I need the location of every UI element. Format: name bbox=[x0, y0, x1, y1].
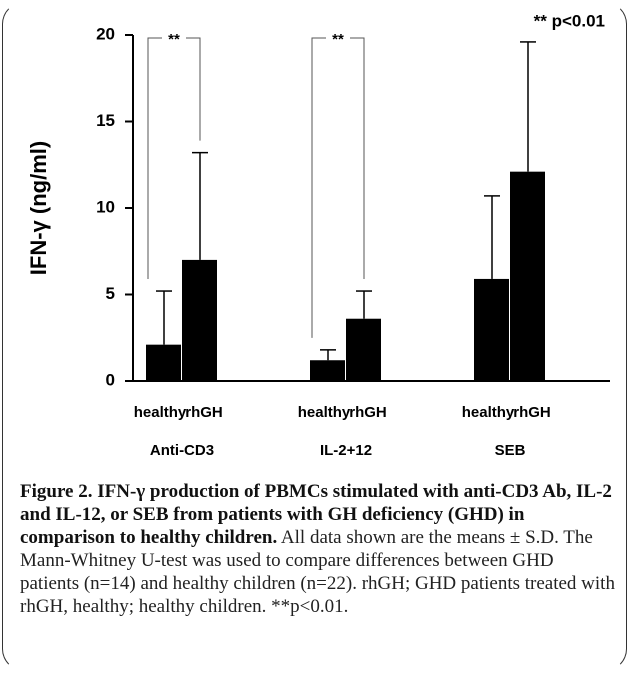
bar-label: rhGH bbox=[349, 404, 387, 421]
significance-label: ** bbox=[168, 31, 180, 48]
y-tick-label: 0 bbox=[106, 370, 115, 389]
caption-text: All data shown are the means ± S.D. The … bbox=[20, 527, 615, 617]
bar bbox=[474, 278, 509, 381]
group-label: IL-2+12 bbox=[320, 442, 372, 459]
group-label: Anti-CD3 bbox=[150, 442, 214, 459]
group-label: SEB bbox=[495, 442, 526, 459]
y-tick-label: 20 bbox=[96, 24, 115, 43]
caption: Figure 2. IFN-γ production of PBMCs stim… bbox=[20, 480, 616, 618]
y-axis-label: IFN-γ (ng/ml) bbox=[26, 141, 51, 275]
y-tick-label: 10 bbox=[96, 197, 115, 216]
significance-note: ** p<0.01 bbox=[534, 11, 605, 30]
bar-label: healthy bbox=[298, 404, 351, 421]
y-tick-label: 5 bbox=[106, 284, 115, 303]
bar bbox=[146, 344, 181, 381]
significance-bracket bbox=[311, 37, 365, 338]
bar-label: rhGH bbox=[513, 404, 551, 421]
y-tick-label: 15 bbox=[96, 111, 115, 130]
bar bbox=[310, 360, 345, 381]
bar bbox=[182, 259, 217, 381]
bar-label: healthy bbox=[462, 404, 515, 421]
significance-label: ** bbox=[332, 31, 344, 48]
chart: IFN-γ (ng/ml) 05101520healthyrhGHAnti-CD… bbox=[26, 11, 610, 459]
bar bbox=[510, 171, 545, 381]
bracket-gap bbox=[326, 32, 350, 44]
bracket-gap bbox=[162, 32, 186, 44]
bar-label: healthy bbox=[134, 404, 187, 421]
caption-title: Figure 2. IFN-γ production of PBMCs stim… bbox=[20, 481, 612, 548]
bar bbox=[346, 318, 381, 381]
significance-bracket bbox=[147, 37, 201, 280]
bar-label: rhGH bbox=[185, 404, 223, 421]
